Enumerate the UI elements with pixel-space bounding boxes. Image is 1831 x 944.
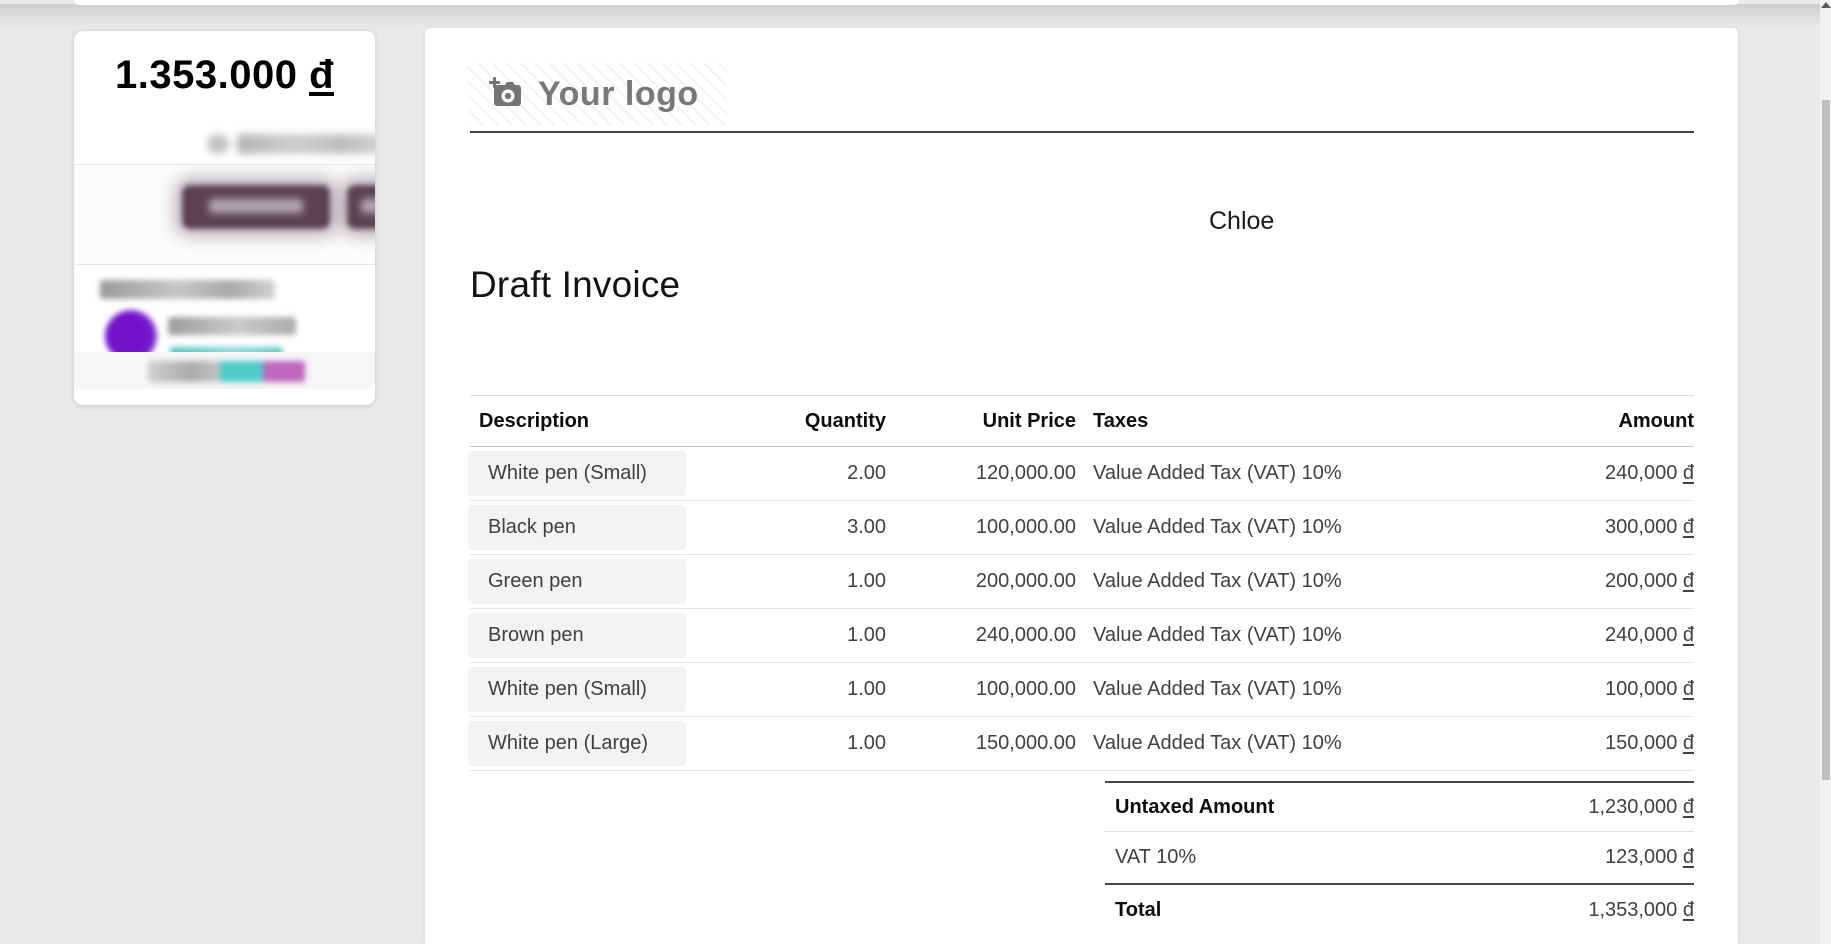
line-unit-price: 150,000.00 — [975, 732, 1076, 754]
redacted-text-block — [237, 134, 375, 154]
header-amount: Amount — [1618, 409, 1694, 432]
line-quantity: 1.00 — [847, 624, 886, 646]
line-description-field[interactable]: White pen (Large) — [468, 721, 686, 766]
total-row: Total 1,353,000 đ — [1105, 883, 1694, 935]
currency-symbol: đ — [309, 53, 334, 97]
invoice-line-row: Brown pen 1.00 240,000.00 Value Added Ta… — [468, 609, 1694, 663]
redacted-teal-link[interactable] — [220, 361, 263, 382]
amount-section: 1.353.000 đ — [74, 53, 375, 165]
invoice-line-row: Green pen 1.00 200,000.00 Value Added Ta… — [468, 555, 1694, 609]
line-amount: 200,000 đ — [1605, 570, 1694, 592]
secondary-action-button-redacted[interactable] — [347, 185, 375, 229]
line-quantity: 1.00 — [847, 732, 886, 754]
navbar-bottom-edge — [74, 0, 1739, 5]
line-quantity: 3.00 — [847, 516, 886, 538]
line-description-field[interactable]: White pen (Small) — [468, 667, 686, 712]
communication-section — [74, 265, 375, 389]
vat-value: 123,000 đ — [1605, 846, 1694, 868]
redacted-magenta-link[interactable] — [263, 361, 305, 382]
invoice-summary-sidebar: 1.353.000 đ — [74, 31, 375, 405]
line-unit-price: 240,000.00 — [975, 624, 1076, 646]
logo-upload-placeholder[interactable]: Your logo — [468, 63, 727, 125]
line-taxes: Value Added Tax (VAT) 10% — [1093, 678, 1342, 700]
clock-icon — [207, 134, 229, 154]
header-quantity: Quantity — [804, 409, 886, 432]
line-unit-price: 100,000.00 — [975, 678, 1076, 700]
invoice-line-row: White pen (Small) 2.00 120,000.00 Value … — [468, 447, 1694, 501]
line-quantity: 2.00 — [847, 462, 886, 484]
table-header-row: Description Quantity Unit Price Taxes Am… — [470, 396, 1694, 447]
line-quantity: 1.00 — [847, 570, 886, 592]
invoice-lines-table: Description Quantity Unit Price Taxes Am… — [468, 395, 1694, 771]
line-amount: 300,000 đ — [1605, 516, 1694, 538]
customer-name: Chloe — [1209, 207, 1275, 235]
totals-table: Untaxed Amount 1,230,000 đ VAT 10% 123,0… — [1105, 781, 1694, 935]
header-description: Description — [479, 409, 590, 432]
header-taxes: Taxes — [1093, 409, 1149, 432]
line-unit-price: 120,000.00 — [975, 462, 1076, 484]
line-taxes: Value Added Tax (VAT) 10% — [1093, 570, 1342, 592]
redacted-text-block — [148, 361, 220, 382]
line-amount: 240,000 đ — [1605, 462, 1694, 484]
scrollbar-up-arrow[interactable] — [1821, 2, 1831, 8]
total-due-value: 1.353.000 — [114, 53, 298, 97]
untaxed-amount-value: 1,230,000 đ — [1588, 795, 1694, 818]
line-amount: 100,000 đ — [1605, 678, 1694, 700]
actions-section — [74, 165, 375, 265]
line-taxes: Value Added Tax (VAT) 10% — [1093, 732, 1342, 754]
line-description-field[interactable]: Black pen — [468, 505, 686, 550]
redacted-section-heading — [100, 280, 275, 299]
logo-placeholder-label: Your logo — [538, 74, 699, 113]
untaxed-amount-label: Untaxed Amount — [1115, 795, 1275, 818]
untaxed-amount-row: Untaxed Amount 1,230,000 đ — [1105, 781, 1694, 831]
redacted-button-label — [208, 199, 304, 213]
total-value: 1,353,000 đ — [1588, 898, 1694, 921]
vat-row: VAT 10% 123,000 đ — [1105, 831, 1694, 883]
invoice-line-row: Black pen 3.00 100,000.00 Value Added Ta… — [468, 501, 1694, 555]
line-description-field[interactable]: White pen (Small) — [468, 451, 686, 496]
sidebar-footer — [74, 352, 375, 389]
navbar-shadow — [0, 4, 1820, 28]
header-divider — [470, 131, 1694, 133]
line-amount: 240,000 đ — [1605, 624, 1694, 646]
header-unit-price: Unit Price — [982, 409, 1076, 432]
primary-action-button-redacted[interactable] — [182, 185, 330, 229]
vertical-scrollbar[interactable] — [1820, 0, 1831, 944]
document-title: Draft Invoice — [470, 264, 681, 305]
scrollbar-thumb[interactable] — [1822, 100, 1830, 780]
line-amount: 150,000 đ — [1605, 732, 1694, 754]
invoice-document: Your logo Chloe Draft Invoice Descriptio… — [425, 28, 1738, 944]
vat-label: VAT 10% — [1115, 846, 1197, 868]
redacted-author-line — [168, 317, 296, 335]
redacted-footer-text — [148, 361, 305, 382]
line-taxes: Value Added Tax (VAT) 10% — [1093, 462, 1342, 484]
total-due-amount: 1.353.000 đ — [74, 53, 375, 98]
redacted-due-date-text — [207, 134, 375, 158]
total-label: Total — [1115, 898, 1162, 921]
invoice-line-row: White pen (Small) 1.00 100,000.00 Value … — [468, 663, 1694, 717]
line-taxes: Value Added Tax (VAT) 10% — [1093, 624, 1342, 646]
camera-plus-icon — [489, 77, 521, 106]
line-unit-price: 200,000.00 — [975, 570, 1076, 592]
line-description-field[interactable]: Brown pen — [468, 613, 686, 658]
invoice-line-row: White pen (Large) 1.00 150,000.00 Value … — [468, 717, 1694, 771]
line-unit-price: 100,000.00 — [975, 516, 1076, 538]
line-quantity: 1.00 — [847, 678, 886, 700]
line-taxes: Value Added Tax (VAT) 10% — [1093, 516, 1342, 538]
line-description-field[interactable]: Green pen — [468, 559, 686, 604]
redacted-button-label — [360, 199, 375, 213]
